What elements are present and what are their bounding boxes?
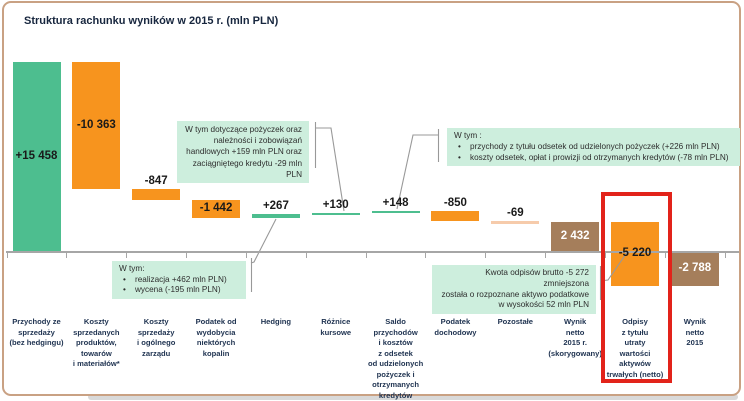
- bar-value-pozostale: -69: [506, 207, 524, 220]
- axis-tick: [126, 253, 128, 258]
- axis-tick: [485, 253, 487, 258]
- axis-tick: [664, 253, 666, 258]
- axis-tick: [6, 253, 8, 258]
- axis-tick: [245, 253, 247, 258]
- axis-tick: [724, 253, 726, 258]
- bar-value-wynik-netto-skorygowany: 2 432: [560, 230, 590, 243]
- bar-saldo-odsetek: [371, 210, 420, 214]
- bar-value-hedging: +267: [262, 200, 289, 213]
- bar-wynik-netto-2015: [670, 252, 719, 287]
- callout-line: należności i zobowiązań: [213, 136, 302, 146]
- axis-label-odpisy: Odpisy z tytułu utraty wartości aktywów …: [606, 317, 664, 379]
- axis-tick: [545, 253, 547, 258]
- axis-tick: [425, 253, 427, 258]
- bar-koszty-sprzedanych: [72, 62, 121, 190]
- callout-fx-differences: W tym dotyczące pożyczek oraz należności …: [177, 121, 309, 184]
- bar-value-podatek-dochodowy: -850: [443, 196, 467, 209]
- axis-label-koszty-sprzedanych: Koszty sprzedanych produktów, towarów i …: [72, 317, 120, 368]
- axis-label-wynik-netto-skorygowany: Wynik netto 2015 r. (skorygowany): [548, 317, 602, 358]
- callout-impairment-detail: Kwota odpisów brutto -5 272 zmniejszona z…: [432, 265, 596, 315]
- bar-value-przychody-ze-sprzedazy: +15 458: [15, 150, 58, 162]
- slide-shadow: [88, 394, 738, 400]
- bullet-icon: •: [123, 285, 126, 295]
- bar-roznice-kursowe: [311, 212, 360, 216]
- callout-hedging-detail: W tym: • realizacja +462 mln PLN) • wycena (…: [112, 261, 246, 300]
- axis-label-wynik-netto-2015: Wynik netto 2015: [683, 317, 706, 347]
- bar-podatek-dochodowy: [431, 210, 480, 222]
- callout-line: W tym dotyczące pożyczek oraz: [185, 125, 302, 134]
- callout-line: • realizacja +462 mln PLN): [123, 274, 227, 284]
- bullet-icon: •: [123, 274, 126, 284]
- bar-przychody-ze-sprzedazy: [12, 62, 61, 252]
- callout-interest-balance: W tym : • przychody z tytułu odsetek od ud…: [447, 128, 740, 167]
- callout-line: handlowych +159 mln PLN oraz: [186, 147, 302, 157]
- bullet-icon: •: [458, 152, 461, 162]
- axis-label-roznice-kursowe: Różnice kursowe: [320, 317, 352, 337]
- axis-tick: [186, 253, 188, 258]
- bar-pozostale: [491, 221, 540, 224]
- axis-label-podatek-wydobywczy: Podatek od wydobycia niektórych kopalin: [195, 317, 237, 358]
- axis-tick: [365, 253, 367, 258]
- bar-value-odpisy: -5 220: [618, 247, 652, 260]
- bar-podatek-wydobywczy: [192, 199, 241, 218]
- callout-line: zaciągniętego kredytu -29 mln PLN: [192, 158, 302, 179]
- callout-line: w wysokości 52 mln PLN: [498, 300, 589, 310]
- bar-value-roznice-kursowe: +130: [322, 198, 349, 211]
- callout-line: • koszty odsetek, opłat i prowizji od otr…: [458, 152, 729, 162]
- axis-label-pozostale: Pozostałe: [497, 317, 534, 326]
- bar-value-koszty-sprzedanych: -10 363: [76, 118, 116, 131]
- callout-title: W tym:: [119, 264, 145, 273]
- zero-axis-line: [6, 251, 739, 253]
- callout-line: Kwota odpisów brutto -5 272 zmniejszona: [485, 268, 589, 288]
- connector-hedging-detail: [250, 218, 277, 264]
- chart-title: Struktura rachunku wyników w 2015 r. (ml…: [24, 15, 279, 27]
- callout-line: • przychody z tytułu odsetek od udzielony…: [458, 141, 720, 151]
- bar-value-wynik-netto-2015: -2 788: [678, 262, 712, 275]
- bar-value-koszty-sprzedazy: -847: [144, 175, 168, 188]
- callout-title: W tym :: [454, 131, 482, 140]
- axis-label-koszty-sprzedazy: Koszty sprzedaży i ogólnego zarządu: [136, 317, 176, 358]
- bar-hedging: [251, 214, 300, 218]
- bar-wynik-netto-skorygowany: [551, 222, 600, 252]
- axis-label-hedging: Hedging: [260, 317, 292, 326]
- bullet-icon: •: [458, 141, 461, 151]
- bar-value-saldo-odsetek: +148: [382, 196, 409, 209]
- axis-label-podatek-dochodowy: Podatek dochodowy: [434, 317, 477, 337]
- bar-koszty-sprzedazy: [132, 189, 181, 200]
- axis-tick: [305, 253, 307, 258]
- bar-value-podatek-wydobywczy: -1 442: [199, 201, 233, 214]
- callout-line: • wycena (-195 mln PLN): [123, 285, 221, 295]
- callout-line: została o rozpoznane aktywo podatkowe: [441, 289, 589, 299]
- axis-tick: [66, 253, 68, 258]
- axis-label-przychody-ze-sprzedazy: Przychody ze sprzedaży (bez hedgingu): [9, 317, 64, 347]
